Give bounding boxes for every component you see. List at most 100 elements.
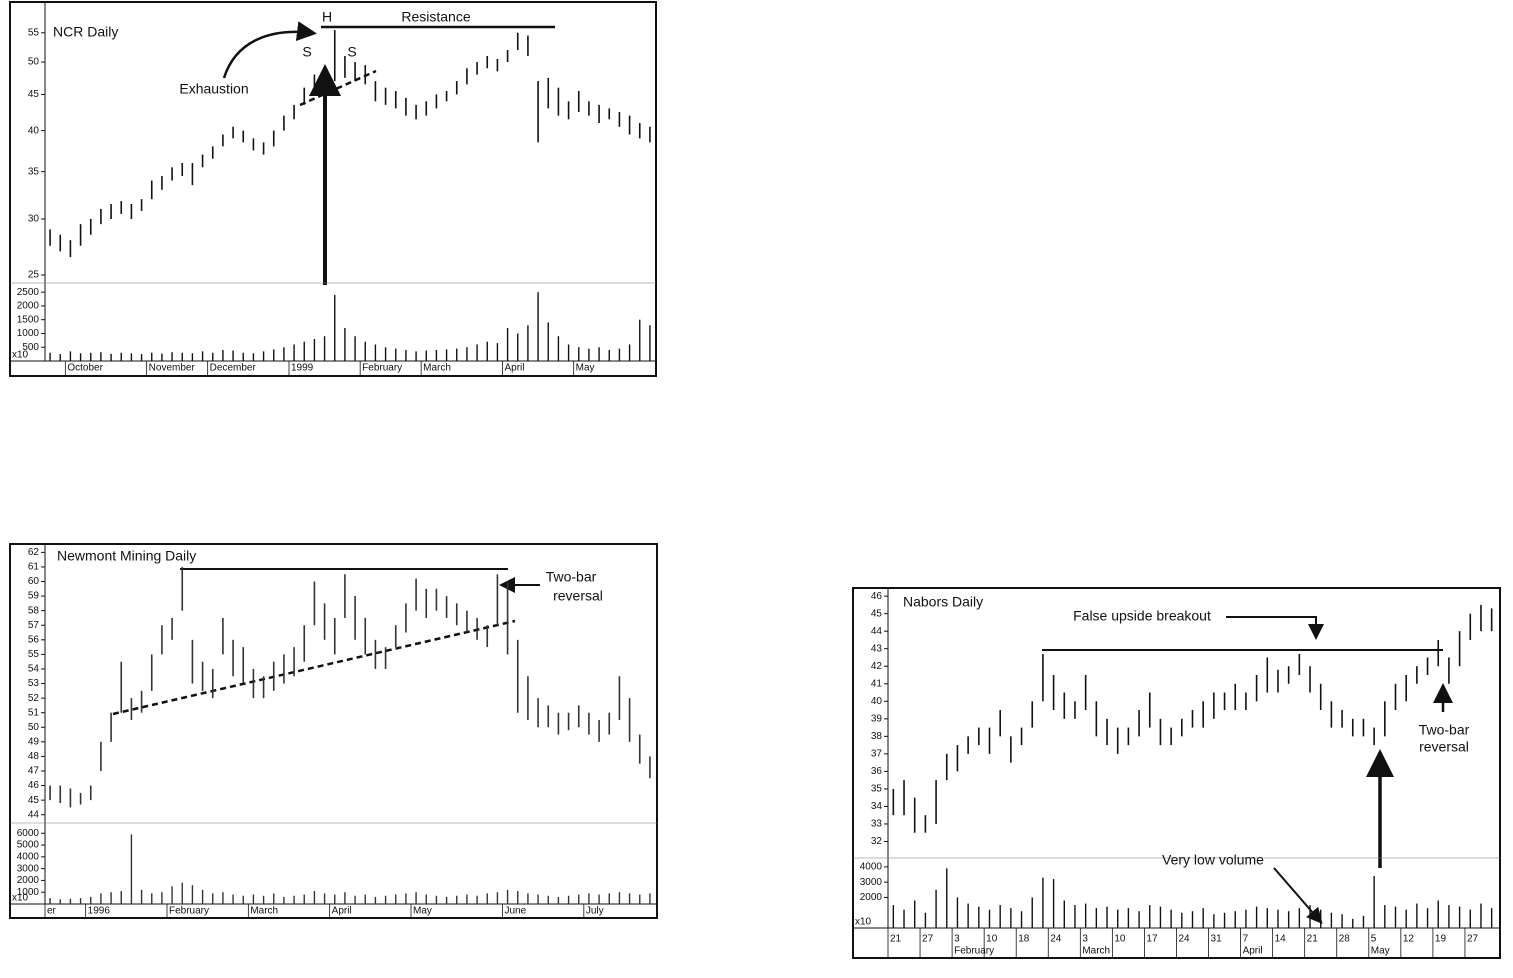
trend-line xyxy=(112,619,516,716)
volume-tick-label: 2000 xyxy=(17,301,40,312)
x-tick-label: 14 xyxy=(1275,934,1287,945)
annotation: reversal xyxy=(553,588,603,604)
y-tick-label: 40 xyxy=(28,125,40,136)
annotation: S xyxy=(302,44,311,60)
x-tick-label: March xyxy=(423,363,451,374)
y-tick-label: 32 xyxy=(871,836,883,847)
ncr-drawings xyxy=(222,21,555,285)
x-tick-label: 21 xyxy=(890,934,902,945)
volume-tick-label: 3000 xyxy=(17,863,40,874)
x-tick-label: 21 xyxy=(1307,934,1319,945)
x-tick-label: December xyxy=(210,363,257,374)
x-tick-label: 24 xyxy=(1050,934,1062,945)
x-tick-label: June xyxy=(505,906,527,917)
y-tick-label: 53 xyxy=(28,678,40,689)
x-tick-label: 10 xyxy=(1114,934,1126,945)
x-tick-label: 1999 xyxy=(291,363,314,374)
month-label: May xyxy=(1371,946,1390,957)
y-tick-label: 44 xyxy=(871,626,883,637)
exhaustion-arrow xyxy=(222,21,317,79)
y-tick-label: 57 xyxy=(28,620,40,631)
y-tick-label: 46 xyxy=(28,780,40,791)
breakout-arrow xyxy=(1226,616,1324,640)
volume-tick-label: 4000 xyxy=(860,862,883,873)
x-tick-label: 3 xyxy=(954,934,960,945)
nabors-drawings xyxy=(1042,616,1453,925)
y-tick-label: 46 xyxy=(871,591,883,602)
y-tick-label: 55 xyxy=(28,27,40,38)
x-tick-label: 18 xyxy=(1018,934,1030,945)
y-tick-label: 52 xyxy=(28,693,40,704)
y-tick-label: 41 xyxy=(871,678,883,689)
chart-title: Newmont Mining Daily xyxy=(57,548,196,564)
chart-frame xyxy=(9,543,658,919)
annotation: S xyxy=(347,44,356,60)
annotation: Very low volume xyxy=(1162,852,1264,868)
volume-tick-label: 2000 xyxy=(17,875,40,886)
y-tick-label: 40 xyxy=(871,696,883,707)
x-tick-label: 24 xyxy=(1178,934,1190,945)
y-tick-label: 45 xyxy=(871,608,883,619)
x-tick-label: 27 xyxy=(922,934,934,945)
x-tick-label: February xyxy=(169,906,209,917)
volume-tick-label: 6000 xyxy=(17,828,40,839)
x-tick-label: 5 xyxy=(1371,934,1377,945)
neckline xyxy=(299,69,377,107)
volume-tick-label: 1500 xyxy=(17,314,40,325)
annotation: False upside breakout xyxy=(1073,608,1211,624)
chart-frame xyxy=(9,1,657,377)
x-tick-label: 17 xyxy=(1146,934,1158,945)
annotation: Two-bar xyxy=(546,569,597,585)
volume-tick-label: 1000 xyxy=(17,328,40,339)
y-tick-label: 34 xyxy=(871,801,883,812)
x-tick-label: May xyxy=(413,906,432,917)
y-tick-label: 48 xyxy=(28,751,40,762)
y-tick-label: 59 xyxy=(28,591,40,602)
y-tick-label: 45 xyxy=(28,89,40,100)
y-tick-label: 30 xyxy=(28,214,40,225)
x-tick-label: 27 xyxy=(1467,934,1479,945)
month-label: April xyxy=(1243,946,1263,957)
volume-tick-label: 1000 xyxy=(17,887,40,898)
volume-tick-label: 4000 xyxy=(17,851,40,862)
x-tick-label: 28 xyxy=(1339,934,1351,945)
y-tick-label: 42 xyxy=(871,661,883,672)
chart-title: NCR Daily xyxy=(53,24,118,40)
x-tick-label: er xyxy=(47,906,57,917)
y-tick-label: 36 xyxy=(871,766,883,777)
volume-unit: x10 xyxy=(12,893,29,904)
y-tick-label: 60 xyxy=(28,576,40,587)
x-tick-label: July xyxy=(586,906,604,917)
volume-tick-label: 3000 xyxy=(860,877,883,888)
volume-tick-label: 5000 xyxy=(17,840,40,851)
x-tick-label: April xyxy=(505,363,525,374)
y-tick-label: 43 xyxy=(871,643,883,654)
y-tick-label: 38 xyxy=(871,731,883,742)
y-tick-label: 50 xyxy=(28,57,40,68)
x-tick-label: February xyxy=(362,363,402,374)
y-tick-label: 49 xyxy=(28,736,40,747)
y-tick-label: 58 xyxy=(28,605,40,616)
y-tick-label: 44 xyxy=(28,809,40,820)
x-tick-label: 1996 xyxy=(88,906,111,917)
y-tick-label: 35 xyxy=(871,784,883,795)
y-tick-label: 54 xyxy=(28,664,40,675)
chart-frame xyxy=(852,587,1501,959)
y-tick-label: 45 xyxy=(28,795,40,806)
x-tick-label: November xyxy=(149,363,196,374)
volume-tick-label: 2000 xyxy=(860,892,883,903)
y-tick-label: 47 xyxy=(28,766,40,777)
x-tick-label: 3 xyxy=(1082,934,1088,945)
annotation: Exhaustion xyxy=(179,81,248,97)
y-tick-label: 25 xyxy=(28,270,40,281)
x-tick-label: March xyxy=(250,906,278,917)
annotation: reversal xyxy=(1419,739,1469,755)
volume-unit: x10 xyxy=(855,917,872,928)
y-tick-label: 61 xyxy=(28,562,40,573)
y-tick-label: 37 xyxy=(871,749,883,760)
y-tick-label: 62 xyxy=(28,547,40,558)
x-tick-label: 19 xyxy=(1435,934,1447,945)
newmont-drawings xyxy=(112,568,540,716)
y-tick-label: 39 xyxy=(871,713,883,724)
